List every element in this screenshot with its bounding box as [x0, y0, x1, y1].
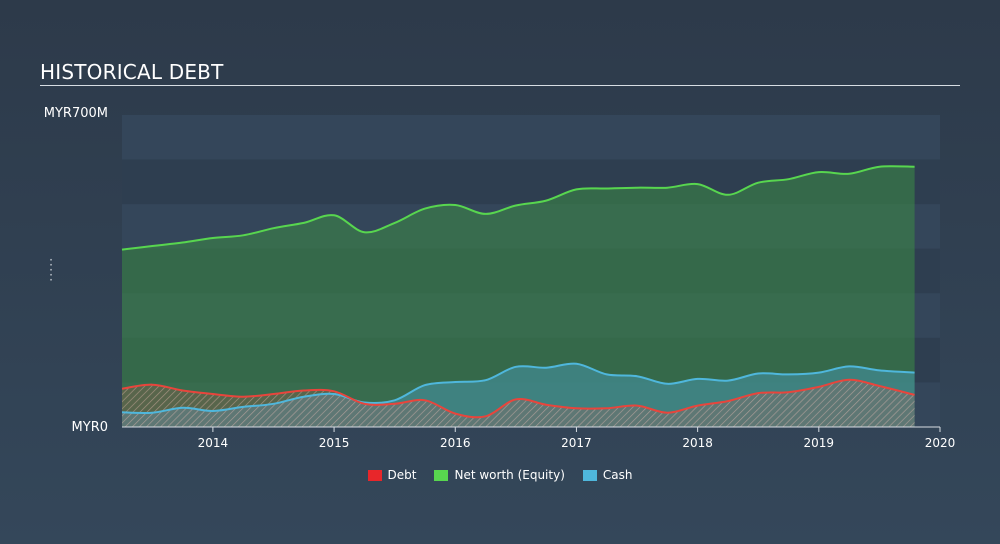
- chart-menu-icon[interactable]: · · · · ·: [49, 253, 53, 287]
- x-tick-label: 2017: [561, 436, 592, 450]
- x-tick-label: 2016: [440, 436, 471, 450]
- series-lines: [121, 165, 915, 419]
- x-tick-label: 2014: [198, 436, 229, 450]
- x-tick-label: 2015: [319, 436, 350, 450]
- series-area-net-worth-equity: [122, 166, 915, 427]
- y-tick-label-min: MYR0: [71, 420, 108, 435]
- series-area-debt: [122, 379, 915, 427]
- legend-swatch-net-worth: [434, 469, 449, 481]
- legend: Debt Net worth (Equity) Cash: [0, 468, 1000, 482]
- series-line-net-worth-equity[interactable]: [121, 165, 915, 251]
- legend-swatch-debt: [367, 469, 382, 481]
- plot-band: [122, 115, 940, 160]
- legend-item-net-worth[interactable]: Net worth (Equity): [434, 468, 565, 482]
- legend-item-debt[interactable]: Debt: [367, 468, 417, 482]
- legend-label-cash: Cash: [602, 468, 633, 482]
- x-tick-label: 2020: [925, 436, 956, 450]
- series-areas: [122, 166, 915, 427]
- legend-label-net-worth: Net worth (Equity): [454, 468, 565, 482]
- y-tick-label-max: MYR700M: [43, 106, 108, 121]
- series-line-debt[interactable]: [121, 378, 915, 419]
- x-axis: 2014 2015 2016 2017 2018 2019 2020: [122, 426, 956, 450]
- series-line-cash[interactable]: [121, 362, 915, 414]
- legend-swatch-cash: [582, 469, 597, 481]
- x-tick-label: 2019: [804, 436, 835, 450]
- chart-title: HISTORICAL DEBT: [40, 60, 224, 84]
- x-tick-label: 2018: [682, 436, 713, 450]
- title-divider: [40, 85, 960, 86]
- legend-label-debt: Debt: [387, 468, 417, 482]
- legend-item-cash[interactable]: Cash: [582, 468, 633, 482]
